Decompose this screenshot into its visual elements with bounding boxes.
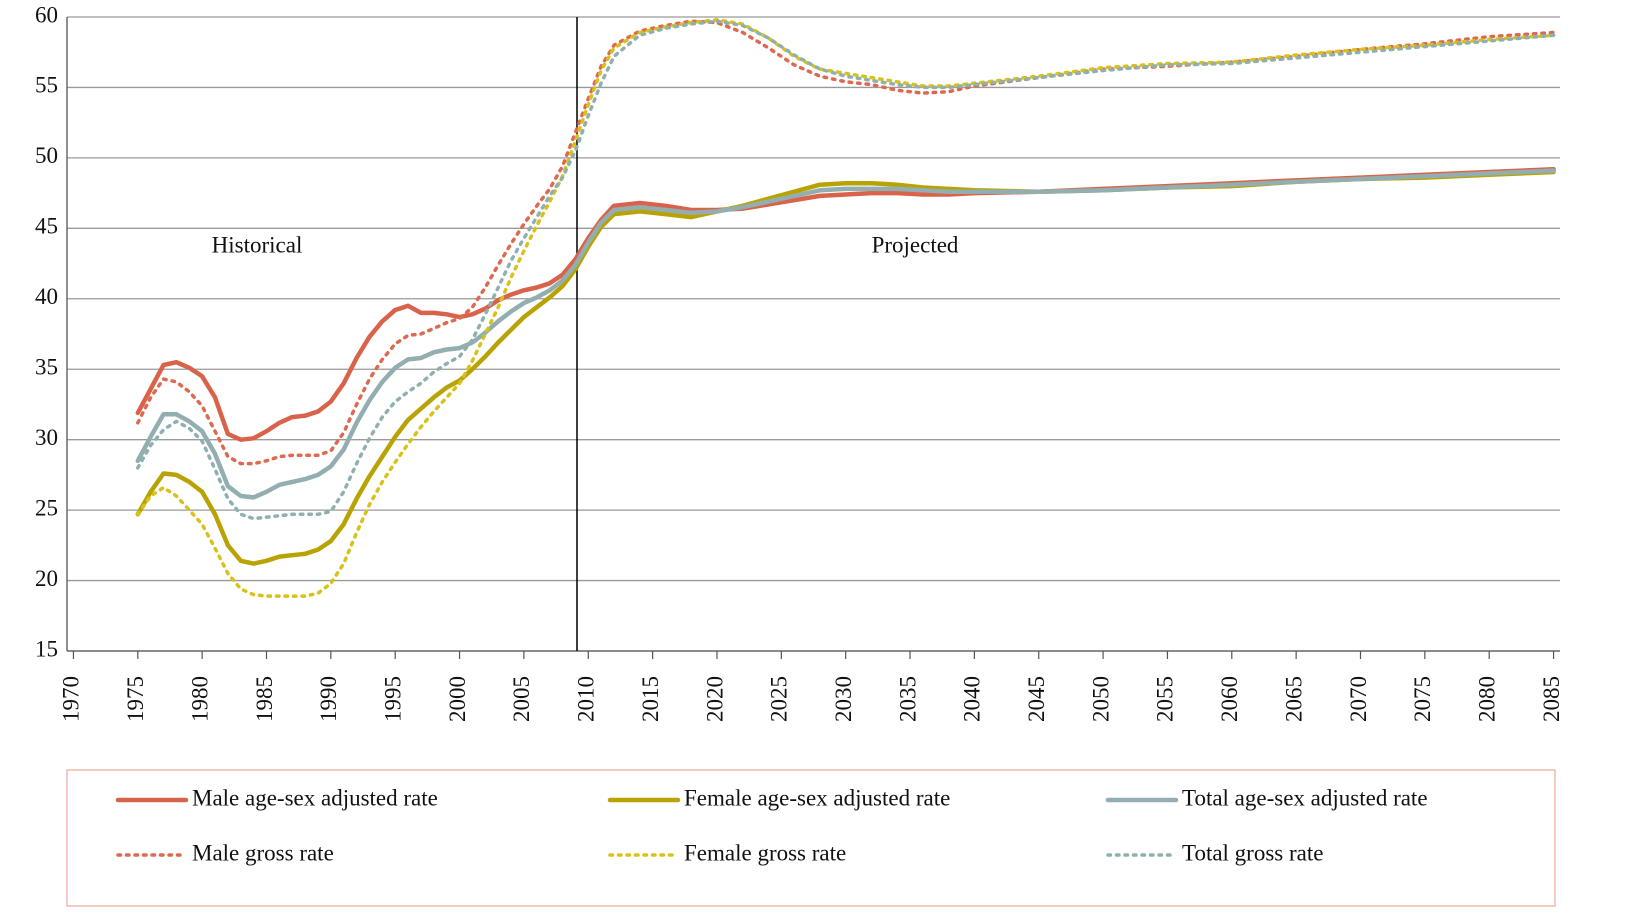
x-tick-label: 2050 xyxy=(1088,676,1113,722)
series-line xyxy=(135,168,1556,500)
x-tick-label: 2085 xyxy=(1539,676,1564,722)
y-tick-label: 50 xyxy=(35,143,58,168)
y-tick-label: 25 xyxy=(35,495,58,520)
x-tick-label: 1980 xyxy=(187,676,212,722)
x-tick-label: 2070 xyxy=(1346,676,1371,722)
x-tick-label: 2055 xyxy=(1153,676,1178,722)
x-tick-label: 2065 xyxy=(1281,676,1306,722)
legend-label: Total age-sex adjusted rate xyxy=(1182,785,1428,810)
x-tick-label: 2045 xyxy=(1024,676,1049,722)
legend-label: Female gross rate xyxy=(684,840,846,865)
legend-label: Male age-sex adjusted rate xyxy=(192,785,438,810)
x-tick-label: 1990 xyxy=(316,676,341,722)
x-tick-label: 2020 xyxy=(702,676,727,722)
x-tick-label: 2035 xyxy=(895,676,920,722)
y-tick-label: 40 xyxy=(35,284,58,309)
y-tick-label: 55 xyxy=(35,73,58,98)
series-line xyxy=(135,169,1556,566)
y-tick-label: 15 xyxy=(35,636,58,661)
x-tick-label: 1995 xyxy=(380,676,405,722)
legend-box xyxy=(66,769,1556,907)
x-tick-label: 2015 xyxy=(638,676,663,722)
annotation: Historical xyxy=(212,232,303,257)
x-tick-label: 1975 xyxy=(123,676,148,722)
x-tick-label: 2040 xyxy=(960,676,985,722)
legend-label: Male gross rate xyxy=(192,840,334,865)
x-tick-label: 2060 xyxy=(1217,676,1242,722)
y-tick-label: 30 xyxy=(35,425,58,450)
x-tick-label: 2030 xyxy=(831,676,856,722)
x-tick-label: 2005 xyxy=(509,676,534,722)
series-line xyxy=(135,166,1556,442)
y-tick-label: 45 xyxy=(35,214,58,239)
x-tick-label: 2075 xyxy=(1410,676,1435,722)
x-tick-label: 2025 xyxy=(767,676,792,722)
legend-label: Total gross rate xyxy=(1182,840,1323,865)
x-tick-label: 2000 xyxy=(445,676,470,722)
y-tick-label: 60 xyxy=(35,2,58,27)
x-tick-label: 1985 xyxy=(252,676,277,722)
series-line xyxy=(136,18,1556,598)
x-tick-label: 1970 xyxy=(59,676,84,722)
annotation: Projected xyxy=(872,232,959,257)
x-tick-label: 2080 xyxy=(1474,676,1499,722)
legend-label: Female age-sex adjusted rate xyxy=(684,785,950,810)
series-line xyxy=(136,19,1556,466)
series-line xyxy=(136,19,1556,521)
y-tick-label: 35 xyxy=(35,355,58,380)
y-tick-label: 20 xyxy=(35,566,58,591)
x-tick-label: 2010 xyxy=(574,676,599,722)
